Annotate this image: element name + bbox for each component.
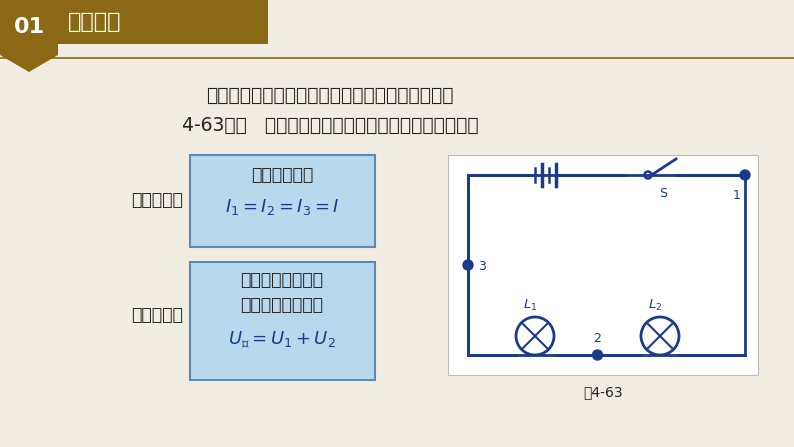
Circle shape: [740, 170, 750, 180]
FancyBboxPatch shape: [448, 155, 758, 375]
Text: 串联电路: 串联电路: [68, 12, 121, 32]
Text: 电流处处相等: 电流处处相等: [251, 166, 313, 184]
FancyBboxPatch shape: [190, 155, 375, 247]
Text: $I_1 = I_2 = I_3 = I$: $I_1 = I_2 = I_3 = I$: [225, 197, 339, 217]
Text: $L_2$: $L_2$: [648, 298, 662, 313]
Text: 等于它们的总电压: 等于它们的总电压: [241, 296, 323, 314]
FancyBboxPatch shape: [190, 262, 375, 380]
Text: 图4-63: 图4-63: [583, 385, 622, 399]
Polygon shape: [0, 55, 58, 72]
Text: 电流特点：: 电流特点：: [131, 191, 183, 209]
Text: 两灯上的电压之和: 两灯上的电压之和: [241, 271, 323, 289]
Text: 电压特点：: 电压特点：: [131, 306, 183, 324]
Circle shape: [592, 350, 603, 360]
FancyBboxPatch shape: [58, 0, 268, 44]
FancyBboxPatch shape: [0, 0, 58, 55]
Text: 2: 2: [594, 332, 601, 345]
Circle shape: [463, 260, 473, 270]
Text: $U_{总} = U_1 + U_2$: $U_{总} = U_1 + U_2$: [228, 330, 336, 350]
Text: 在研究串联电路的电流与电压特点的实验中（如图: 在研究串联电路的电流与电压特点的实验中（如图: [206, 85, 453, 105]
Text: 1: 1: [733, 189, 741, 202]
Text: 3: 3: [478, 261, 486, 274]
Text: S: S: [659, 187, 667, 200]
Text: 01: 01: [13, 17, 44, 37]
Text: 4-63），   我们已经知道串联电路中电流和电压特点：: 4-63）， 我们已经知道串联电路中电流和电压特点：: [182, 115, 478, 135]
Text: $L_1$: $L_1$: [522, 298, 538, 313]
